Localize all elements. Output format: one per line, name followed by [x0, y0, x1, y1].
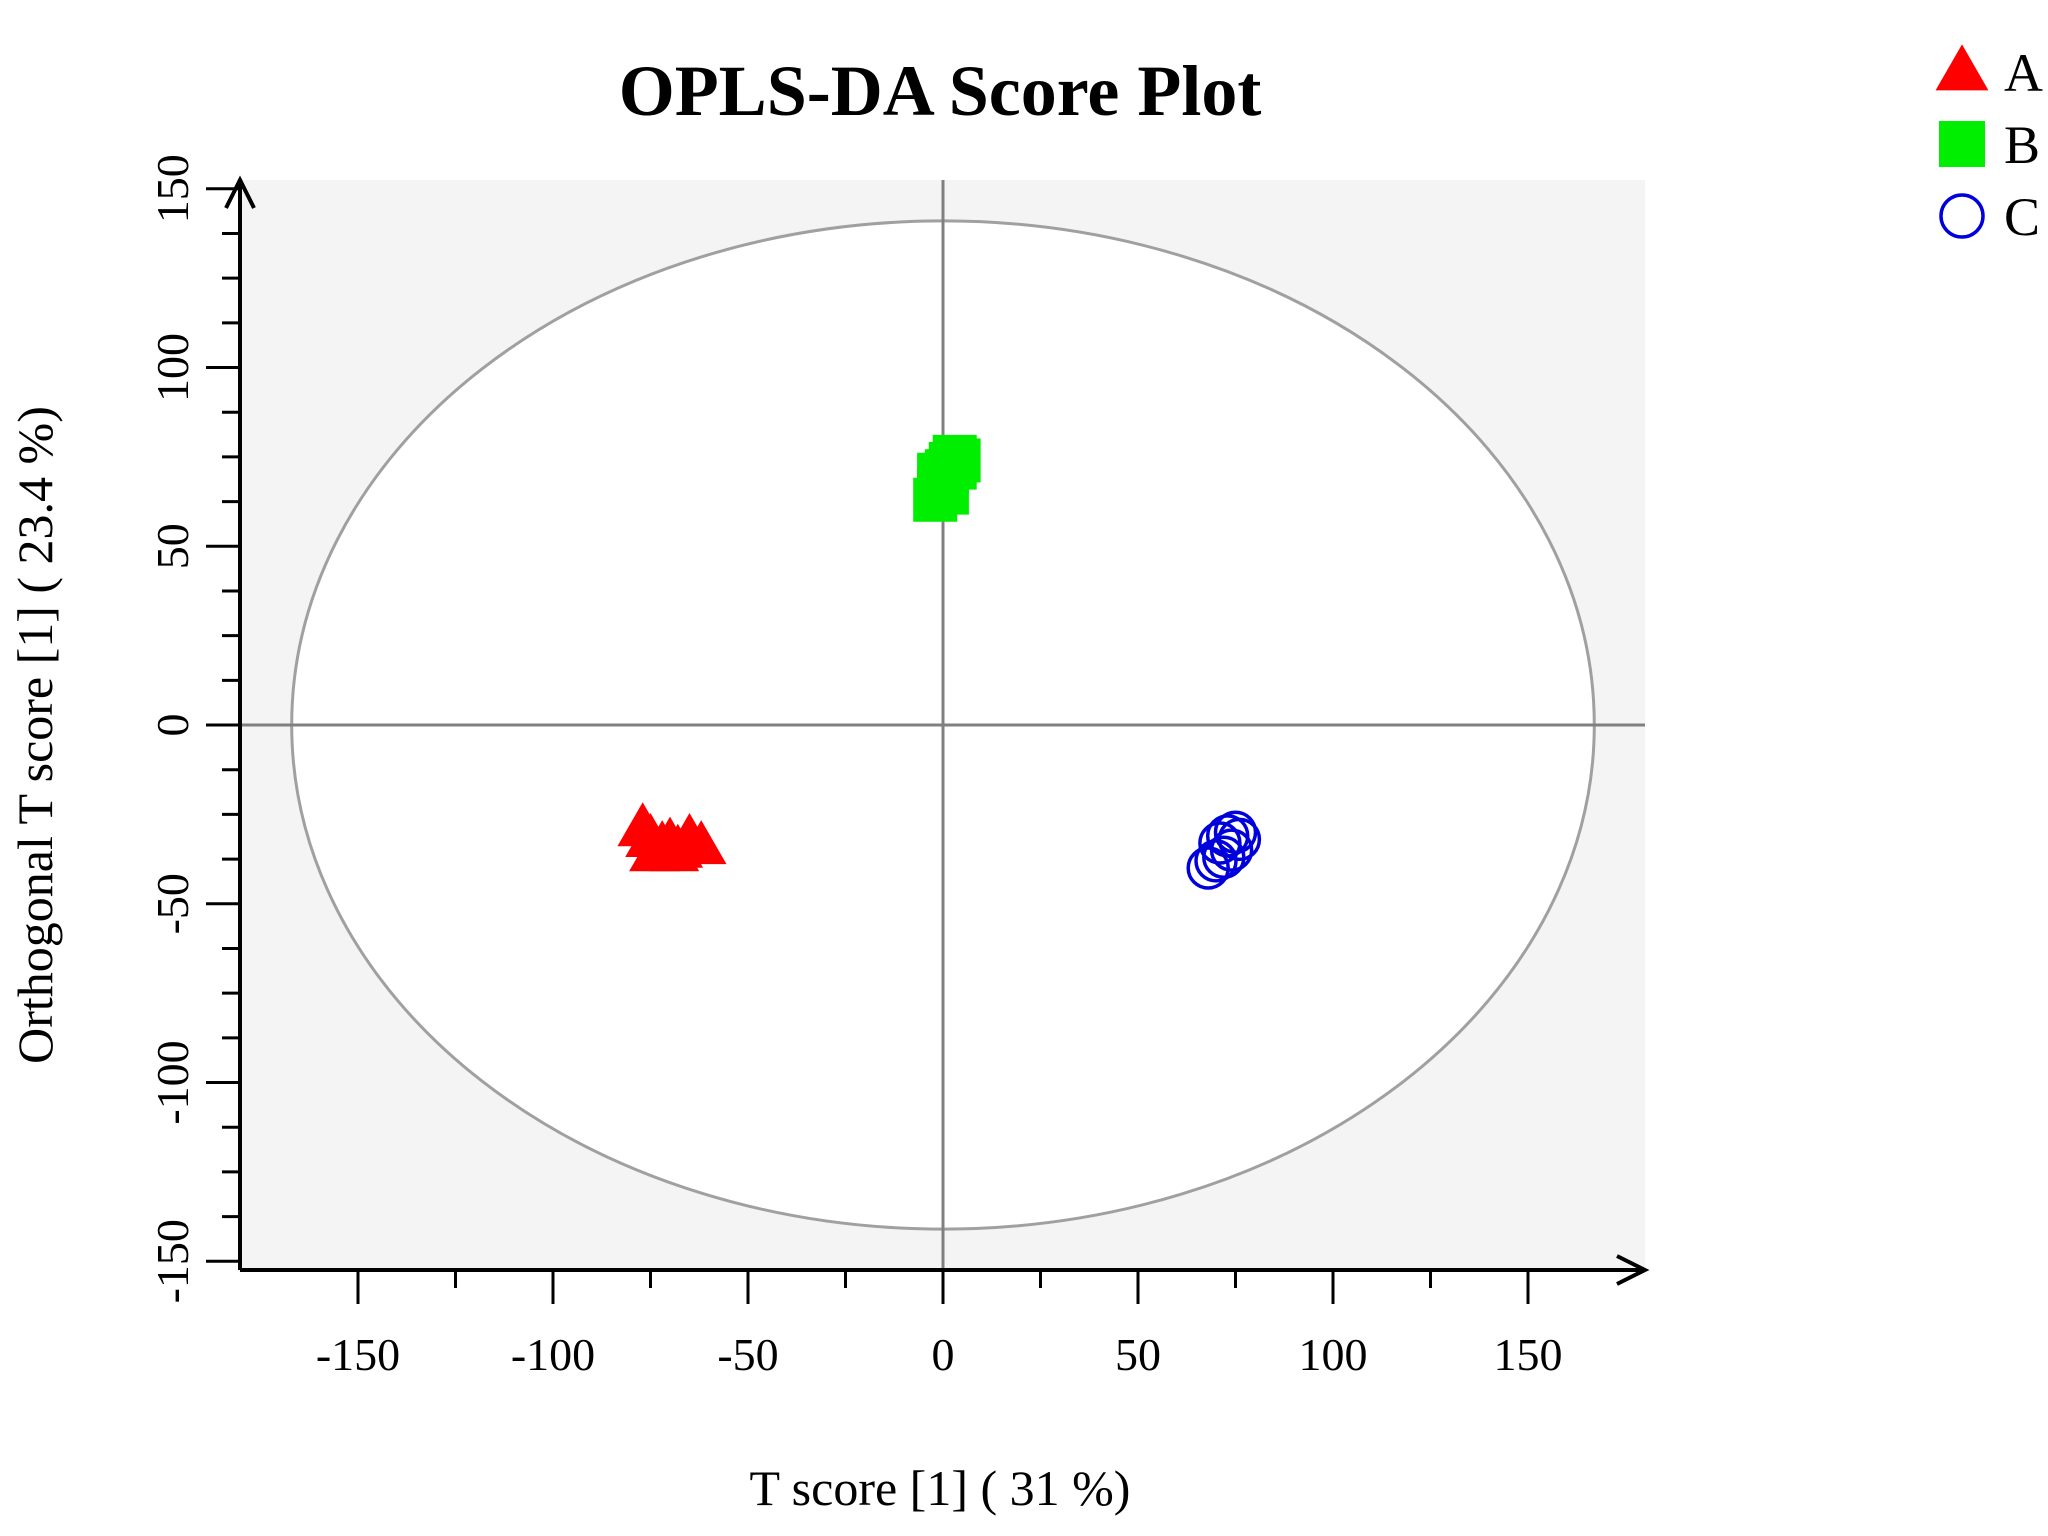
y-tick-label: 0 [147, 714, 198, 737]
chart-title: OPLS-DA Score Plot [619, 51, 1262, 131]
y-axis-arrow [224, 175, 256, 209]
x-tick-label: -100 [511, 1329, 595, 1380]
legend-label-a: A [2004, 43, 2043, 103]
legend-marker-b [1939, 121, 1985, 167]
x-tick-label: -150 [316, 1329, 400, 1380]
x-axis-arrow [1616, 1254, 1650, 1286]
data-point-c [1186, 846, 1230, 890]
legend-label-b: B [2004, 115, 2040, 175]
data-point-c [1213, 810, 1258, 854]
y-tick-label: 50 [147, 523, 198, 569]
data-point-b [932, 445, 977, 490]
y-tick-label: -100 [147, 1040, 198, 1124]
x-tick-label: -50 [717, 1329, 778, 1380]
y-axis-label: Orthogonal T score [1] ( 23.4 %) [7, 406, 63, 1064]
y-tick-label: -150 [147, 1219, 198, 1303]
legend-marker-a [1935, 44, 1989, 91]
legend: ABC [1935, 43, 2043, 247]
data-point-c [1202, 835, 1246, 880]
x-tick-label: 150 [1494, 1329, 1563, 1380]
legend-marker-c [1939, 193, 1985, 239]
y-tick-label: -50 [147, 873, 198, 934]
y-tick-label: 100 [147, 333, 198, 402]
x-tick-label: 0 [932, 1329, 955, 1380]
legend-label-c: C [2004, 187, 2040, 247]
data-point-c [1209, 828, 1254, 872]
data-point-a [648, 827, 700, 872]
x-tick-label: 50 [1115, 1329, 1161, 1380]
x-tick-label: 100 [1299, 1329, 1368, 1380]
x-axis-label: T score [1] ( 31 %) [750, 1460, 1131, 1516]
y-tick-label: 150 [147, 154, 198, 223]
